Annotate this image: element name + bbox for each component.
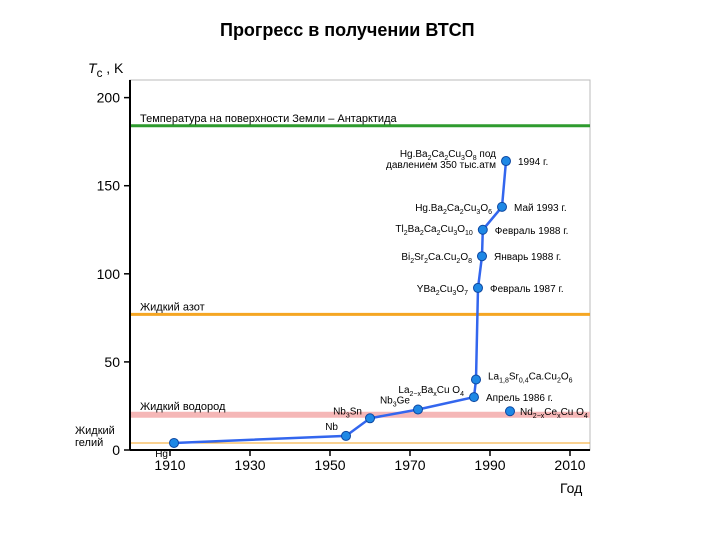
date-label: Январь 1988 г. [494,252,561,263]
data-point [498,202,507,211]
compound-label: La1,8Sr0,4Ca.Cu2O6 [488,372,573,385]
ref-line-label: Жидкий водород [140,401,226,413]
data-point [414,405,423,414]
x-tick-label: 1990 [474,457,505,473]
compound-label: Nb [325,422,338,433]
y-tick-label: 150 [97,178,121,194]
data-point [470,393,479,402]
y-tick-label: 200 [97,90,121,106]
data-point [472,375,481,384]
compound-label: Nb3Ge [380,395,410,408]
compound-label-2: давлением 350 тыс.атм [386,160,496,171]
data-point [506,407,515,416]
date-label: Апрель 1986 г. [486,393,553,404]
x-tick-label: 1950 [314,457,345,473]
x-tick-label: 1970 [394,457,425,473]
ref-line-label: Жидкий [75,425,115,437]
data-point [502,157,511,166]
compound-label: Hg.Ba2Ca2Cu3O6 [415,203,492,216]
x-tick-label: 2010 [554,457,585,473]
data-point [478,225,487,234]
compound-label: Hg [155,449,168,460]
ref-line-label: гелий [75,437,103,449]
compound-label: Nd2−xCexCu O4 [520,407,588,420]
data-point [474,283,483,292]
compound-label: Bi2Sr2Ca.Cu2O8 [401,252,472,265]
date-label: Февраль 1987 г. [490,284,564,295]
data-point [170,438,179,447]
ref-line-label: Температура на поверхности Земли – Антар… [140,113,397,125]
ref-line-label: Жидкий азот [140,301,205,313]
data-point [342,431,351,440]
date-label: Февраль 1988 г. [495,226,569,237]
x-tick-label: 1930 [234,457,265,473]
compound-label: Tl2Ba2Ca2Cu3O10 [395,224,472,237]
y-tick-label: 100 [97,266,121,282]
y-tick-label: 0 [112,442,120,458]
y-tick-label: 50 [104,354,120,370]
date-label: 1994 г. [518,157,548,168]
data-point [478,252,487,261]
chart-svg: Температура на поверхности Земли – Антар… [0,0,720,540]
data-point [366,414,375,423]
date-label: Май 1993 г. [514,203,567,214]
compound-label: YBa2Cu3O7 [417,284,468,297]
